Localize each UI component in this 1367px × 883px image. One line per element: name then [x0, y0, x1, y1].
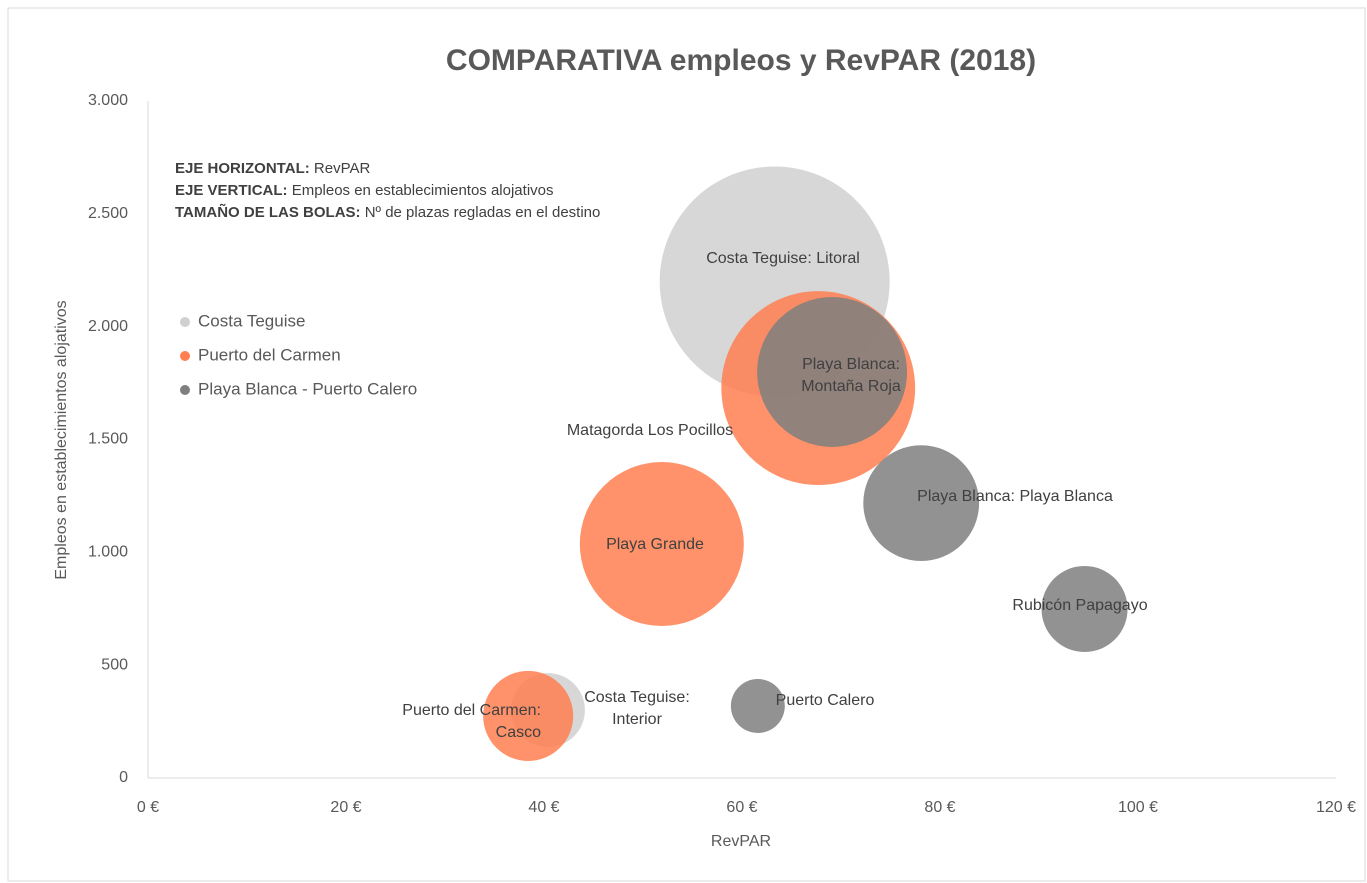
x-tick-label: 0 €	[137, 799, 159, 816]
data-label: Playa Blanca: Playa Blanca	[917, 488, 1113, 505]
x-axis-title: RevPAR	[711, 833, 771, 850]
data-label: Puerto Calero	[775, 692, 875, 709]
x-tick-label: 120 €	[1316, 799, 1356, 816]
x-tick-label: 100 €	[1118, 799, 1158, 816]
bubble	[730, 679, 785, 733]
data-label: Matagorda Los Pocillos	[566, 422, 734, 439]
annotation-text: RevPAR	[313, 160, 371, 177]
chart-frame	[7, 7, 1366, 882]
x-tick-label: 60 €	[726, 799, 757, 816]
y-tick-label: 1.000	[88, 544, 128, 561]
data-label: Playa Grande	[606, 536, 704, 553]
bubble	[863, 445, 980, 562]
data-label: Costa Teguise: Litoral	[706, 250, 860, 267]
annotation-bold: EJE VERTICAL:	[175, 182, 288, 199]
annotations: EJE HORIZONTAL: RevPAR EJE VERTICAL: Empl…	[175, 158, 645, 224]
legend-label: Costa Teguise	[198, 311, 305, 330]
data-label: Playa Blanca: Montaña Roja	[801, 356, 901, 395]
bubble	[757, 297, 908, 447]
legend-marker	[180, 385, 190, 395]
y-tick-label: 2.500	[88, 205, 128, 222]
data-label: Puerto del Carmen: Casco	[402, 702, 541, 741]
legend-label: Playa Blanca - Puerto Calero	[198, 379, 417, 398]
chart-title: COMPARATIVA empleos y RevPAR (2018)	[446, 44, 1036, 77]
data-label: Costa Teguise: Interior	[584, 689, 690, 728]
bubble	[579, 461, 744, 626]
y-axis-title: Empleos en establecimientos alojativos	[53, 300, 70, 579]
y-tick-label: 2.000	[88, 318, 128, 335]
x-tick-label: 40 €	[528, 799, 559, 816]
annotation-text: Empleos en establecimientos alojativos	[291, 182, 554, 199]
x-tick-label: 80 €	[924, 799, 955, 816]
annotation: EJE HORIZONTAL: RevPAR	[175, 158, 645, 180]
annotation-bold: TAMAÑO DE LAS BOLAS:	[175, 204, 361, 221]
legend-marker	[180, 351, 190, 361]
y-tick-label: 0	[119, 769, 128, 786]
y-tick-label: 1.500	[88, 431, 128, 448]
annotation: TAMAÑO DE LAS BOLAS: Nº de plazas reglad…	[175, 202, 645, 224]
annotation: EJE VERTICAL: Empleos en establecimiento…	[175, 180, 645, 202]
annotation-bold: EJE HORIZONTAL:	[175, 160, 310, 177]
bubble	[1041, 565, 1128, 653]
series	[730, 297, 1128, 733]
bubble	[483, 670, 574, 761]
legend-marker	[180, 317, 190, 327]
annotation-text: Nº de plazas regladas en el destino	[364, 204, 601, 221]
y-tick-label: 3.000	[88, 92, 128, 109]
legend-label: Puerto del Carmen	[198, 345, 341, 364]
x-tick-label: 20 €	[330, 799, 361, 816]
data-label: Rubicón Papagayo	[1012, 597, 1148, 614]
y-tick-label: 500	[101, 656, 128, 673]
